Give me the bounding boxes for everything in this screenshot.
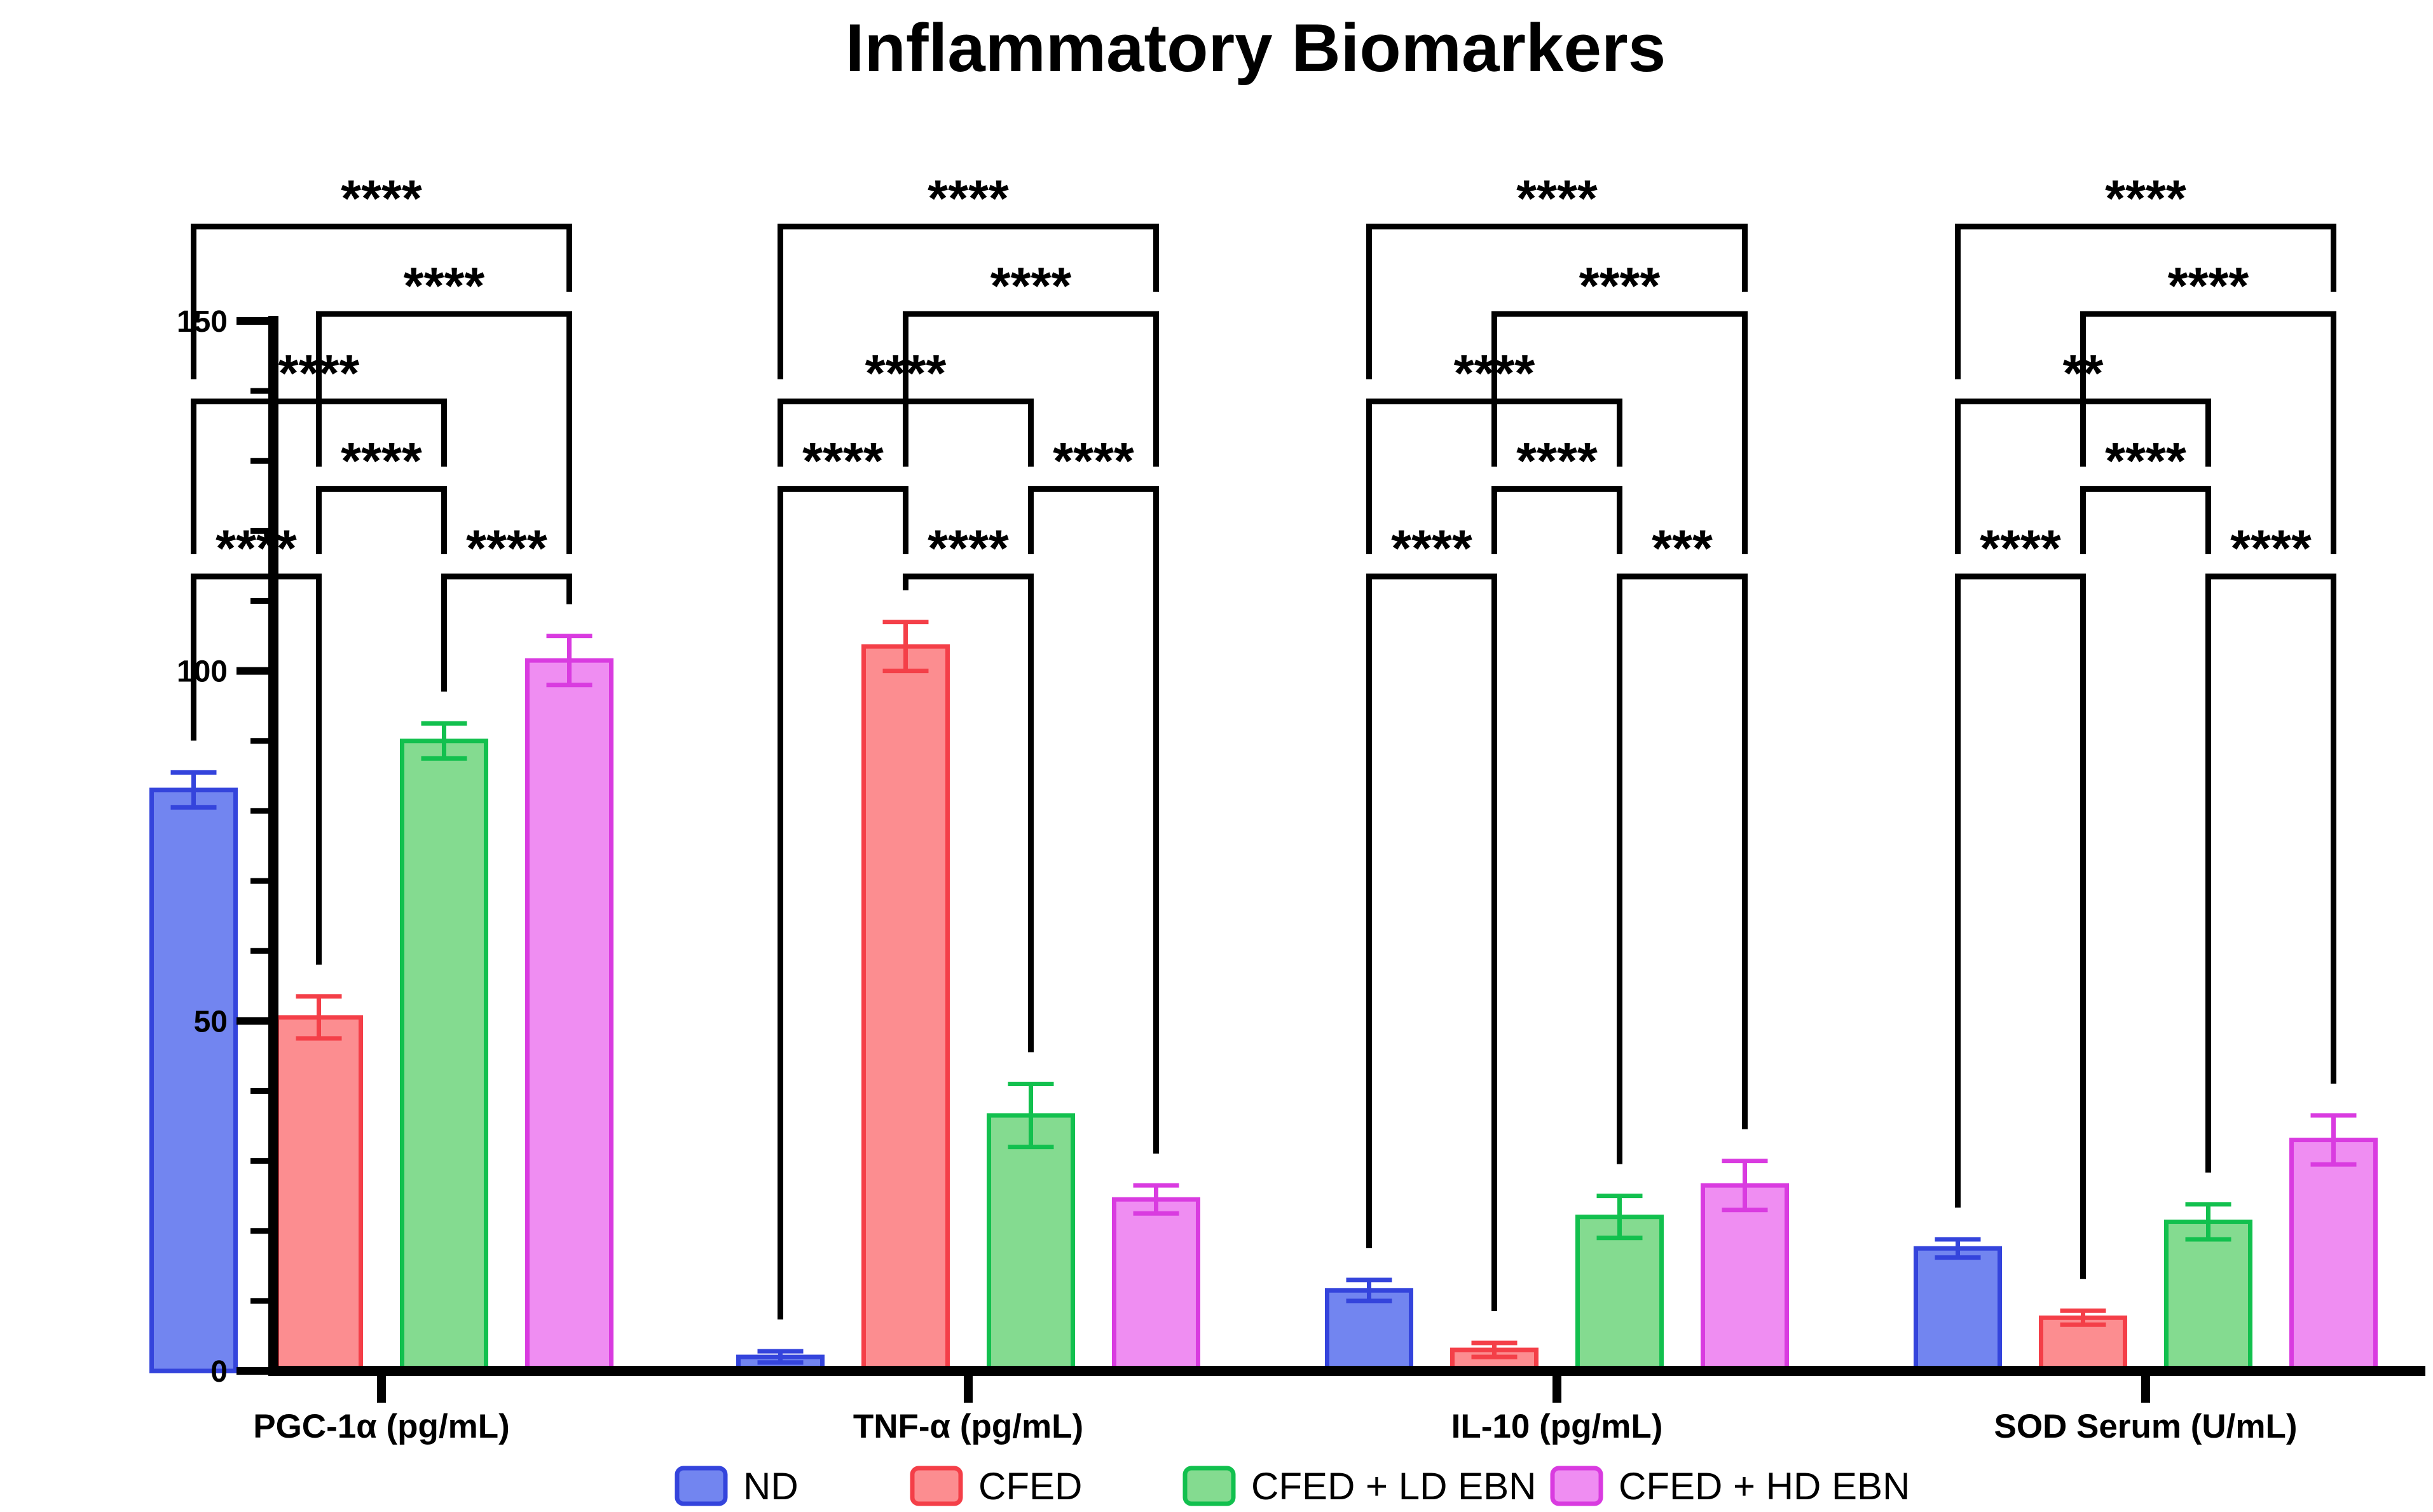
sig-stars: **** xyxy=(1980,520,2061,578)
x-group-label-1: PGC-1α (pg/mL) xyxy=(253,1408,510,1445)
sig-stars: **** xyxy=(1391,520,1472,578)
sig-stars: ** xyxy=(2063,345,2104,403)
sig-bracket-2-4 xyxy=(2080,311,2336,554)
y-tick-label-0: 0 xyxy=(210,1355,228,1389)
sig-bracket-3-4 xyxy=(1028,486,1159,1154)
bar-cfed-hd-ebn-g4 xyxy=(2289,1138,2378,1373)
sig-stars: **** xyxy=(2230,520,2312,578)
sig-bracket-1-3 xyxy=(778,398,1034,467)
sig-bracket-2-3 xyxy=(2080,486,2211,554)
error-bar xyxy=(421,721,467,761)
error-bar xyxy=(2185,1202,2231,1242)
error-bar xyxy=(170,770,217,810)
bar-cfed-g2 xyxy=(861,644,950,1373)
sig-stars: **** xyxy=(278,345,360,403)
chart-title: Inflammatory Biomarkers xyxy=(846,10,1666,86)
error-bar xyxy=(882,620,929,674)
bar-cfed-ld-ebn-g2 xyxy=(987,1113,1075,1373)
sig-stars: **** xyxy=(928,520,1009,578)
error-bar xyxy=(296,994,342,1041)
sig-bracket-3-4 xyxy=(2205,573,2336,1173)
error-bar xyxy=(2060,1308,2106,1327)
legend-swatch-3 xyxy=(1182,1466,1236,1506)
sig-stars: **** xyxy=(990,257,1072,315)
sig-stars: **** xyxy=(1053,432,1134,490)
error-bar xyxy=(1596,1194,1643,1241)
sig-bracket-2-3 xyxy=(1491,486,1622,554)
sig-stars: *** xyxy=(1652,520,1713,578)
sig-stars: **** xyxy=(865,345,947,403)
sig-bracket-1-2 xyxy=(1366,573,1497,1311)
bar-cfed-hd-ebn-g1 xyxy=(525,658,613,1373)
sig-bracket-2-3 xyxy=(316,486,447,554)
bar-cfed-hd-ebn-g2 xyxy=(1112,1197,1200,1373)
error-bar xyxy=(757,1349,804,1365)
significance-layer: ******************** ********************… xyxy=(191,170,2336,1320)
sig-bracket-1-4 xyxy=(1366,223,1748,379)
sig-bracket-1-4 xyxy=(1955,223,2336,379)
sig-stars: **** xyxy=(2105,432,2186,490)
sig-bracket-3-4 xyxy=(1617,573,1748,1164)
sig-bracket-2-4 xyxy=(316,311,572,554)
error-bar xyxy=(2310,1113,2357,1167)
legend-swatch-4 xyxy=(1550,1466,1603,1506)
x-group-label-4: SOD Serum (U/mL) xyxy=(1994,1408,2297,1445)
sig-bracket-1-3 xyxy=(191,398,447,554)
sig-stars: **** xyxy=(466,520,547,578)
bar-nd-g1 xyxy=(149,787,238,1373)
error-bar xyxy=(1133,1183,1179,1216)
sig-stars: **** xyxy=(1516,170,1598,228)
sig-bracket-1-3 xyxy=(1366,398,1622,554)
legend-label-1: ND xyxy=(743,1465,798,1508)
sig-bracket-2-3 xyxy=(903,573,1034,1052)
sig-bracket-1-2 xyxy=(191,573,322,965)
sig-bracket-2-4 xyxy=(903,311,1159,467)
error-bar xyxy=(546,634,593,688)
error-bar xyxy=(1722,1159,1768,1213)
sig-bracket-1-4 xyxy=(191,223,572,379)
error-bar xyxy=(1935,1237,1981,1260)
error-bar xyxy=(1471,1340,1518,1359)
sig-bracket-3-4 xyxy=(441,573,572,692)
bar-cfed-ld-ebn-g1 xyxy=(400,739,488,1373)
sig-bracket-1-3 xyxy=(1955,398,2211,554)
sig-stars: **** xyxy=(1454,345,1535,403)
bars-layer xyxy=(149,620,2378,1373)
legend-label-3: CFED + LD EBN xyxy=(1251,1465,1536,1508)
bar-nd-g4 xyxy=(1914,1246,2002,1373)
sig-stars: **** xyxy=(1579,257,1661,315)
bar-cfed-ld-ebn-g3 xyxy=(1575,1215,1664,1373)
y-tick-label-100: 100 xyxy=(177,655,228,689)
sig-stars: **** xyxy=(2168,257,2249,315)
sig-stars: **** xyxy=(2105,170,2186,228)
y-tick-label-150: 150 xyxy=(177,305,228,339)
sig-bracket-1-4 xyxy=(778,223,1159,379)
legend-label-4: CFED + HD EBN xyxy=(1619,1465,1910,1508)
sig-stars: **** xyxy=(1516,432,1598,490)
legend-swatch-1 xyxy=(675,1466,728,1506)
sig-bracket-1-2 xyxy=(778,486,908,1320)
sig-stars: **** xyxy=(404,257,485,315)
bar-cfed-hd-ebn-g3 xyxy=(1701,1183,1789,1373)
sig-bracket-1-2 xyxy=(1955,573,2086,1279)
bar-cfed-ld-ebn-g4 xyxy=(2164,1219,2252,1373)
sig-stars: **** xyxy=(341,170,422,228)
sig-stars: **** xyxy=(928,170,1009,228)
legend: ND CFED CFED + LD EBN CFED + HD EBN xyxy=(675,1465,1910,1508)
y-tick-label-50: 50 xyxy=(194,1005,228,1039)
sig-bracket-2-4 xyxy=(1491,311,1748,554)
bar-cfed-g1 xyxy=(275,1015,363,1373)
legend-swatch-2 xyxy=(910,1466,963,1506)
sig-stars: **** xyxy=(341,432,422,490)
legend-label-2: CFED xyxy=(978,1465,1082,1508)
error-bar xyxy=(1008,1081,1054,1150)
x-group-label-3: IL-10 (pg/mL) xyxy=(1451,1408,1663,1445)
axes-layer: 0 50 100 150 PGC-1α (pg/mL) TNF-α (pg/mL) IL-1… xyxy=(177,305,2425,1445)
sig-stars: **** xyxy=(802,432,884,490)
x-group-label-2: TNF-α (pg/mL) xyxy=(853,1408,1083,1445)
error-bar xyxy=(1346,1277,1392,1304)
